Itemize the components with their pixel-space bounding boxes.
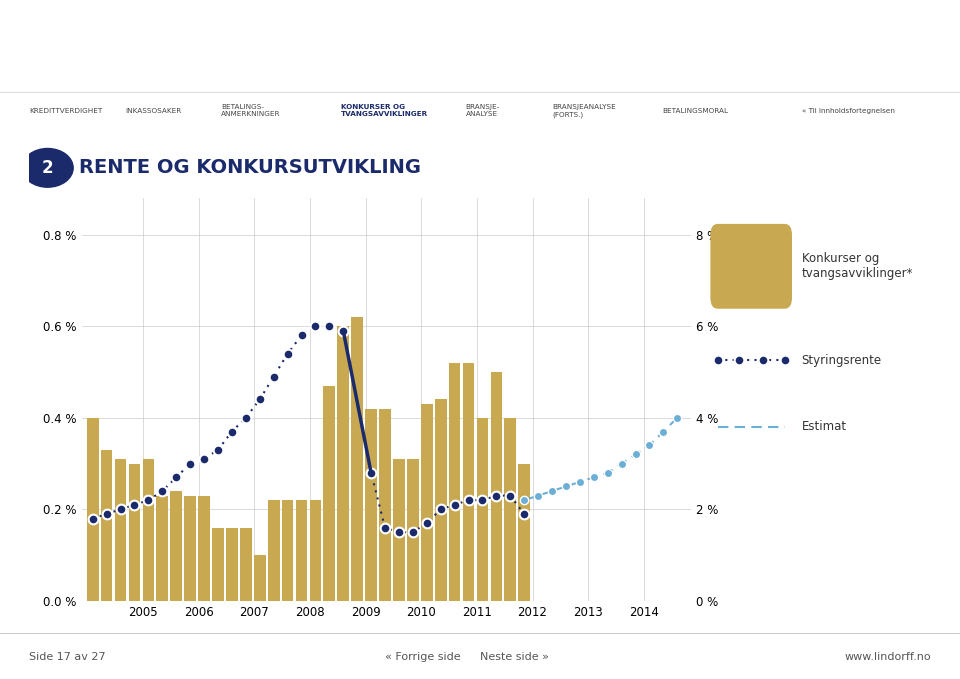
Text: 2: 2 [42,159,54,177]
Bar [379,409,391,601]
Bar [184,496,196,601]
Bar [212,528,224,601]
Circle shape [22,149,73,187]
Bar [115,459,127,601]
Text: BRANSJE-
ANALYSE: BRANSJE- ANALYSE [466,105,500,117]
Text: Konkurser og
tvangsavviklinger*: Konkurser og tvangsavviklinger* [802,253,913,280]
Bar [365,409,377,601]
Text: Estimat: Estimat [802,420,847,433]
Bar [420,404,433,601]
Bar [435,399,446,601]
Text: BETALINGS-
ANMERKNINGER: BETALINGS- ANMERKNINGER [221,105,280,117]
Bar [337,326,349,601]
Bar [198,496,210,601]
Bar [324,386,335,601]
Bar [253,555,266,601]
Text: Kvartalets trender: Kvartalets trender [168,61,270,71]
Text: « Forrige side: « Forrige side [385,652,461,662]
Text: Næringsdrivende: Næringsdrivende [514,61,611,71]
Text: « Til innholdsfortegnelsen: « Til innholdsfortegnelsen [802,108,895,114]
Text: Neste side »: Neste side » [480,652,549,662]
Bar [309,500,322,601]
Text: KREDITTVERDIGHET: KREDITTVERDIGHET [29,108,102,114]
Bar [407,459,419,601]
Text: Kontakt: Kontakt [658,61,701,71]
Text: BRANSJEANALYSE
(FORTS.): BRANSJEANALYSE (FORTS.) [552,104,615,117]
Text: LINDORFF: LINDORFF [793,54,926,78]
Bar [518,464,530,601]
Bar [101,450,112,601]
Bar [129,464,140,601]
Bar [476,418,489,601]
Bar [268,500,279,601]
Text: Aksjeselskap: Aksjeselskap [398,61,469,71]
Text: Lindorffanalysen: Lindorffanalysen [38,61,132,71]
Bar [170,491,182,601]
FancyBboxPatch shape [710,224,792,309]
Bar [281,500,294,601]
Bar [296,500,307,601]
Bar [156,496,168,601]
Bar [351,317,363,601]
Bar [87,418,99,601]
Text: Side 17 av 27: Side 17 av 27 [29,652,106,662]
Bar [463,363,474,601]
Text: www.lindorff.no: www.lindorff.no [845,652,931,662]
Text: INKASSOSAKER: INKASSOSAKER [125,108,181,114]
Bar [240,528,252,601]
Bar [448,363,461,601]
Bar [504,418,516,601]
Bar [226,528,238,601]
Bar [491,372,502,601]
Bar [393,459,405,601]
Text: RENTE OG KONKURSUTVIKLING: RENTE OG KONKURSUTVIKLING [79,158,421,177]
Text: Styringsrente: Styringsrente [802,354,881,367]
Text: BETALINGSMORAL: BETALINGSMORAL [662,108,729,114]
Text: KONKURSER OG
TVANGSAVVIKLINGER: KONKURSER OG TVANGSAVVIKLINGER [341,105,428,117]
Bar [142,459,155,601]
Text: Person: Person [312,61,349,71]
